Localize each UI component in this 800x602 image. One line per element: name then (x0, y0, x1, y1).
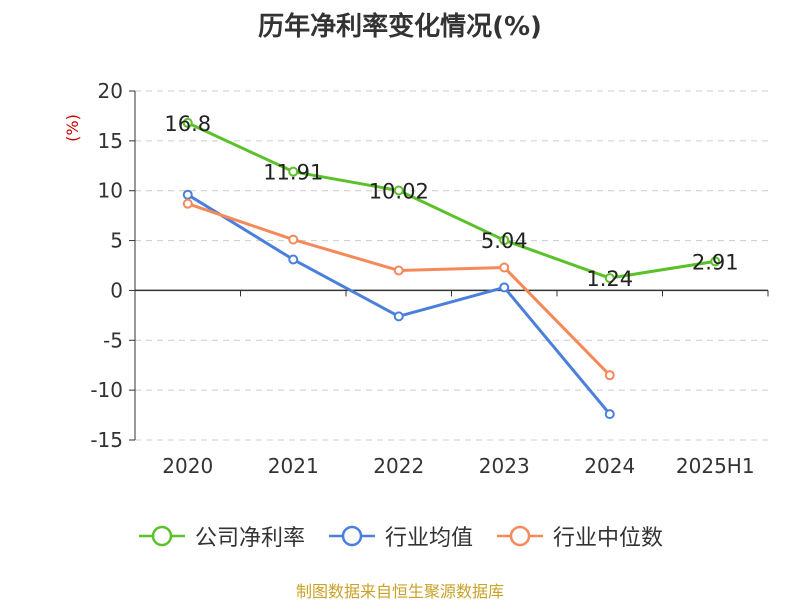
data-point (499, 235, 510, 246)
y-tick-label: 0 (110, 278, 123, 302)
series-line (186, 193, 612, 416)
data-label: 11.91 (263, 161, 323, 185)
legend: 公司净利率 行业均值 行业中位数 (0, 520, 800, 552)
y-tick-label: 10 (98, 179, 123, 203)
data-label: 2.91 (692, 250, 739, 274)
data-point (182, 117, 193, 128)
legend-item[interactable]: 行业中位数 (495, 520, 663, 552)
y-tick-label: -10 (90, 378, 123, 402)
x-tick-label: 2022 (373, 454, 424, 478)
data-point (499, 282, 510, 293)
data-label: 1.24 (586, 267, 633, 291)
data-point (710, 256, 721, 267)
legend-marker (497, 525, 543, 547)
x-tick-label: 2024 (584, 454, 635, 478)
legend-marker (138, 525, 185, 547)
data-label: 16.8 (164, 112, 211, 136)
data-labels: 16.8 11.91 10.02 5.04 1.24 2.91 (164, 112, 738, 291)
data-label: 10.02 (369, 180, 429, 204)
legend-label: 行业中位数 (553, 526, 664, 551)
legend-marker (328, 525, 375, 547)
x-tick-label: 2025H1 (676, 454, 755, 478)
x-tick-label: 2020 (162, 454, 213, 478)
data-point (182, 198, 193, 209)
data-point (604, 273, 615, 284)
data-point (393, 265, 404, 276)
legend-label: 行业均值 (384, 526, 473, 551)
y-tick-label: -5 (103, 328, 123, 352)
y-axis-title: (%) (63, 114, 82, 142)
series-1 (182, 189, 615, 420)
data-point (288, 234, 299, 245)
data-point (393, 185, 404, 196)
data-point (499, 262, 510, 273)
data-point (393, 311, 404, 322)
data-point (604, 409, 615, 420)
x-tick-label: 2023 (479, 454, 530, 478)
source-note: 制图数据来自恒生聚源数据库 (295, 582, 504, 601)
data-point (288, 166, 299, 177)
data-point (604, 370, 615, 381)
series-lines (182, 117, 721, 420)
data-point (182, 189, 193, 200)
legend-item[interactable]: 行业均值 (327, 520, 473, 552)
y-tick-label: 20 (98, 79, 123, 103)
axes: 20 15 10 5 0 -5 -10 -15 (%) 2020 2021 2022 2023 2024 2… (63, 79, 769, 478)
y-tick-label: -15 (90, 428, 123, 452)
series-line (186, 121, 717, 280)
x-tick-label: 2021 (268, 454, 319, 478)
chart-title: 历年净利率变化情况(%) (258, 12, 542, 42)
legend-item[interactable]: 公司净利率 (137, 520, 305, 552)
legend-label: 公司净利率 (194, 526, 305, 551)
y-tick-label: 5 (110, 229, 123, 253)
series-2 (182, 198, 615, 381)
data-point (288, 254, 299, 265)
series-0 (182, 117, 721, 284)
data-label: 5.04 (481, 229, 528, 253)
y-tick-label: 15 (98, 129, 123, 153)
series-line (186, 202, 612, 377)
